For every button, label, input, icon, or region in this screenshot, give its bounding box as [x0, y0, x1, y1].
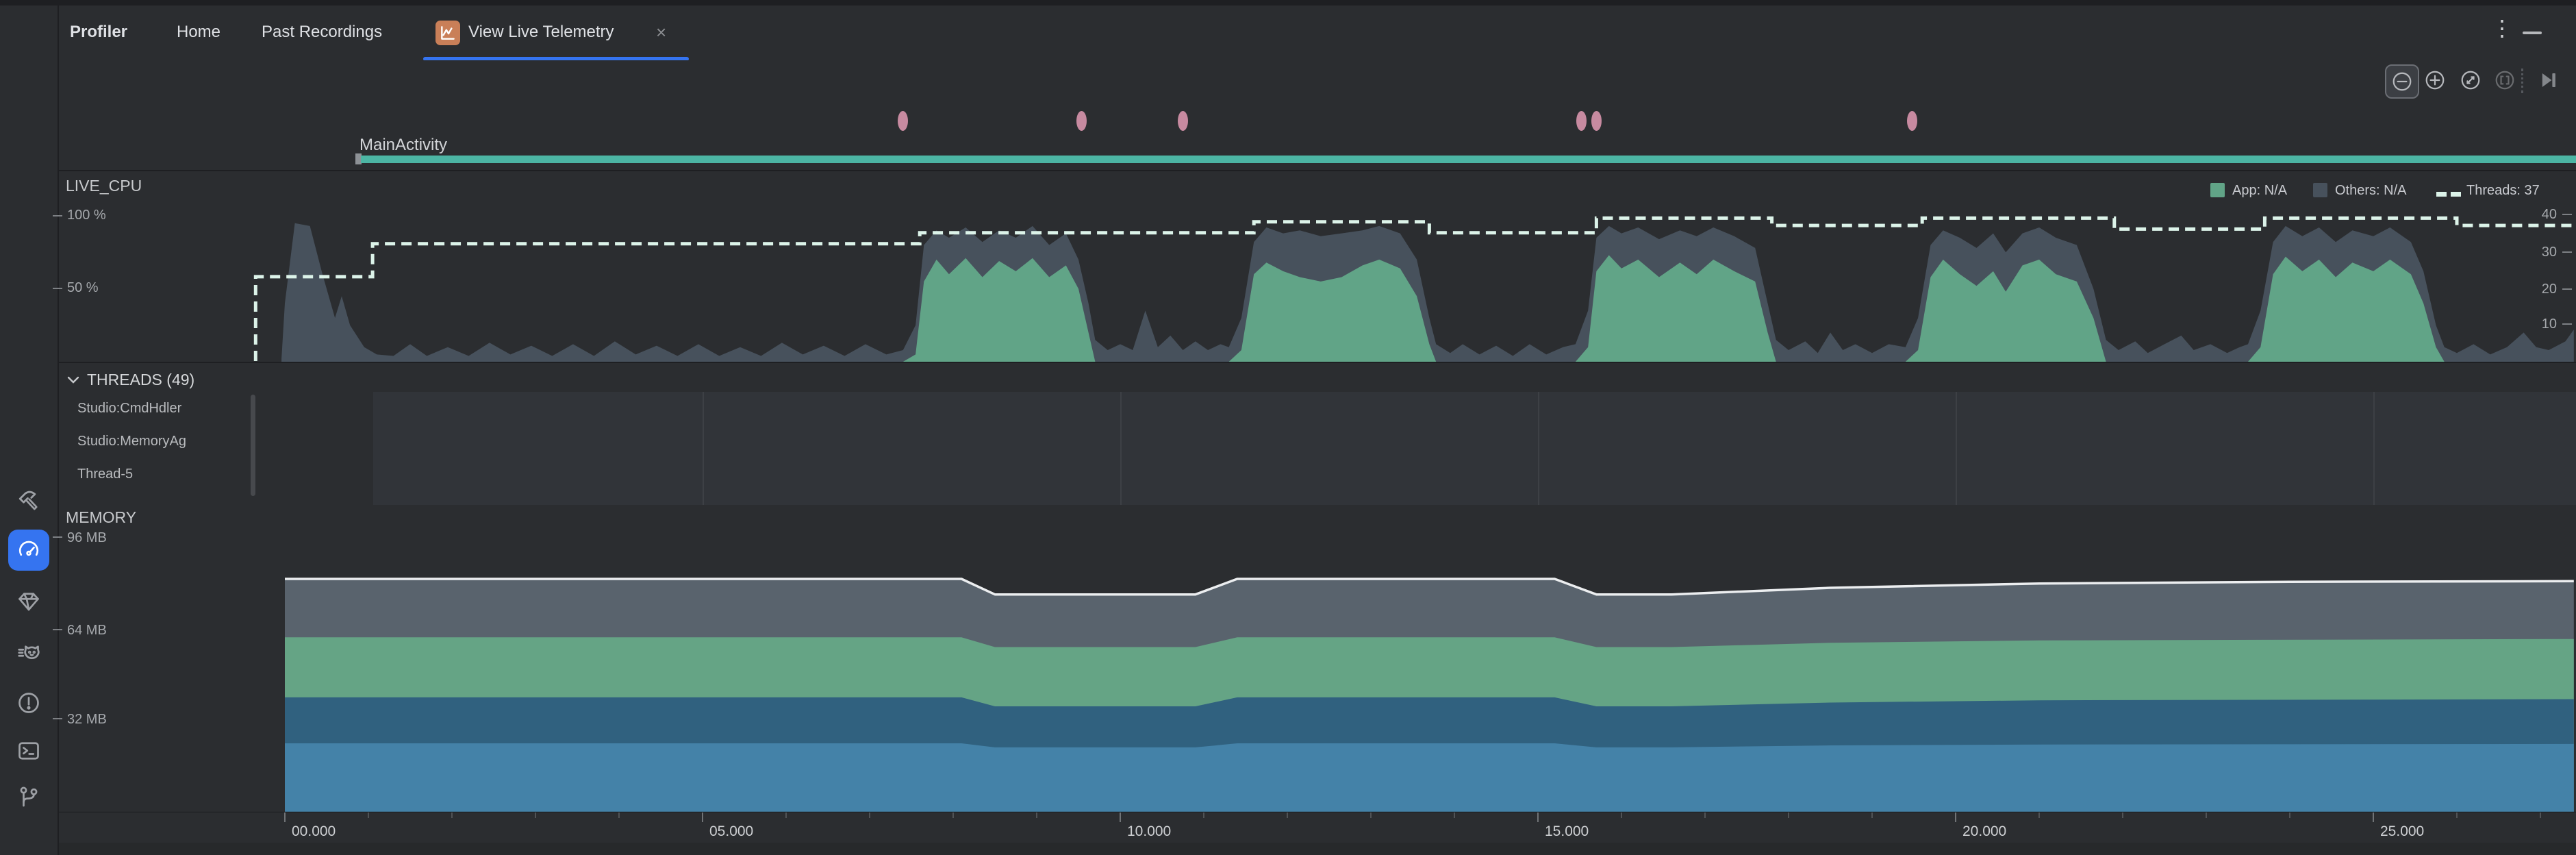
profiler-toolbar — [59, 60, 2576, 101]
go-to-live-button[interactable] — [2532, 64, 2564, 96]
zoom-out-button[interactable] — [2385, 64, 2419, 99]
tab-past-recordings[interactable]: Past Recordings — [262, 23, 383, 41]
window-bottom-edge — [59, 843, 2576, 855]
legend-app: App: N/A — [2232, 183, 2288, 198]
tab-bar: Profiler Home Past Recordings View Live … — [59, 5, 2576, 61]
legend-threads: Threads: 37 — [2466, 183, 2540, 198]
activity-lifecycle-bar[interactable] — [361, 156, 2576, 163]
mem-axis-64: 64 MB — [67, 623, 107, 638]
reset-zoom-button[interactable] — [2489, 64, 2521, 96]
svg-text:05.000: 05.000 — [709, 823, 753, 839]
cpu-title: LIVE_CPU — [66, 177, 142, 195]
event-dot[interactable] — [1591, 111, 1602, 131]
legend-swatch-app — [2210, 183, 2225, 197]
logcat-cat-icon[interactable] — [8, 634, 49, 675]
threads-gridline — [1956, 392, 1957, 505]
threads-scrollbar[interactable] — [251, 395, 255, 496]
tab-view-live-telemetry[interactable]: View Live Telemetry — [468, 23, 614, 41]
svg-text:25.000: 25.000 — [2380, 823, 2424, 839]
threads-header[interactable]: THREADS (49) — [87, 371, 195, 388]
threads-track-panel[interactable] — [373, 392, 2576, 505]
mem-axis-32: 32 MB — [67, 712, 107, 727]
memory-chart[interactable]: 00.000 05.000 10.000 15.000 20.000 25.000 — [59, 505, 2576, 843]
event-dot[interactable] — [1907, 111, 1918, 131]
cpu-axis-100: 100 % — [67, 208, 106, 223]
threads-gridline — [1120, 392, 1122, 505]
threads-gridline — [1538, 392, 1539, 505]
threads-tick-10 — [2562, 323, 2572, 325]
minimize-icon[interactable] — [2523, 32, 2542, 34]
build-hammer-icon[interactable] — [8, 480, 49, 521]
zoom-in-button[interactable] — [2419, 64, 2451, 96]
legend-swatch-threads-dash — [2436, 188, 2465, 200]
event-dot[interactable] — [898, 111, 909, 131]
threads-tick-30 — [2562, 251, 2572, 253]
cpu-threads-divider — [59, 362, 2576, 363]
tool-window-title: Profiler — [70, 23, 128, 41]
mem-axis-96: 96 MB — [67, 530, 107, 545]
svg-text:20.000: 20.000 — [1962, 823, 2006, 839]
activity-label: MainActivity — [359, 136, 448, 154]
cpu-chart[interactable] — [59, 171, 2576, 363]
threads-axis-40: 40 — [2541, 207, 2557, 222]
chevron-down-icon[interactable] — [66, 375, 80, 384]
memory-section[interactable]: 00.000 05.000 10.000 15.000 20.000 25.000 MEM… — [53, 505, 2576, 843]
profiler-gauge-icon[interactable] — [8, 530, 49, 571]
event-dot[interactable] — [1178, 111, 1188, 131]
thread-row[interactable]: Studio:CmdHdler — [77, 401, 182, 416]
app-insights-diamond-icon[interactable] — [8, 581, 49, 622]
active-tab-indicator — [423, 57, 689, 61]
mem-tick-64 — [53, 629, 62, 630]
svg-text:10.000: 10.000 — [1127, 823, 1171, 839]
event-timeline[interactable]: MainActivity — [59, 100, 2576, 171]
threads-gridline — [703, 392, 704, 505]
cpu-tick-50 — [53, 288, 62, 289]
svg-text:00.000: 00.000 — [292, 823, 336, 839]
mem-tick-96 — [53, 536, 62, 538]
threads-axis-10: 10 — [2541, 317, 2557, 332]
cpu-section[interactable]: LIVE_CPU App: N/A Others: N/A Threads: 3… — [53, 171, 2576, 363]
cpu-axis-50: 50 % — [67, 280, 99, 295]
threads-gridline — [2373, 392, 2375, 505]
problems-alert-icon[interactable] — [8, 682, 49, 723]
legend-others: Others: N/A — [2335, 183, 2407, 198]
mem-tick-32 — [53, 718, 62, 719]
telemetry-chart-icon — [435, 21, 460, 45]
tab-home[interactable]: Home — [177, 23, 221, 41]
threads-tick-40 — [2562, 214, 2572, 215]
event-dot[interactable] — [1576, 111, 1587, 131]
window-top-edge — [0, 0, 2576, 5]
event-dot[interactable] — [1076, 111, 1087, 131]
version-control-branch-icon[interactable] — [8, 777, 49, 818]
activity-bar-start-cap — [355, 153, 362, 164]
cpu-tick-100 — [53, 215, 62, 216]
zoom-to-fit-button[interactable] — [2455, 64, 2486, 96]
memory-title: MEMORY — [66, 508, 137, 526]
threads-axis-20: 20 — [2541, 282, 2557, 297]
terminal-icon[interactable] — [8, 730, 49, 771]
toolbar-divider — [2521, 69, 2523, 93]
thread-row[interactable]: Studio:MemoryAg — [77, 434, 186, 449]
legend-swatch-others — [2313, 183, 2327, 197]
thread-row[interactable]: Thread-5 — [77, 467, 134, 482]
kebab-menu-icon[interactable]: ⋮ — [2491, 16, 2513, 40]
svg-text:15.000: 15.000 — [1545, 823, 1589, 839]
threads-axis-30: 30 — [2541, 245, 2557, 260]
close-icon[interactable]: × — [656, 22, 667, 42]
tool-window-rail — [0, 5, 59, 855]
threads-tick-20 — [2562, 288, 2572, 290]
